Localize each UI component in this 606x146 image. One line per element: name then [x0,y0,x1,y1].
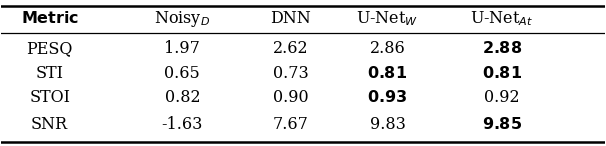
Text: 0.82: 0.82 [165,89,200,106]
Text: $\mathbf{0.81}$: $\mathbf{0.81}$ [367,65,407,81]
Text: U-Net$_W$: U-Net$_W$ [356,9,419,28]
Text: $\mathbf{9.85}$: $\mathbf{9.85}$ [482,116,522,133]
Text: Noisy$_D$: Noisy$_D$ [155,9,210,29]
Text: $\mathbf{0.93}$: $\mathbf{0.93}$ [367,89,408,106]
Text: 0.90: 0.90 [273,89,308,106]
Text: DNN: DNN [270,10,311,27]
Text: $\mathbf{0.81}$: $\mathbf{0.81}$ [482,65,522,81]
Text: STI: STI [36,65,64,81]
Text: 9.83: 9.83 [370,116,405,133]
Text: 1.97: 1.97 [164,40,201,57]
Text: SNR: SNR [31,116,68,133]
Text: U-Net$_{At}$: U-Net$_{At}$ [470,9,534,28]
Text: STOI: STOI [29,89,70,106]
Text: 7.67: 7.67 [273,116,309,133]
Text: 2.86: 2.86 [370,40,405,57]
Text: 0.73: 0.73 [273,65,309,81]
Text: -1.63: -1.63 [162,116,203,133]
Text: $\mathbf{Metric}$: $\mathbf{Metric}$ [21,10,79,27]
Text: PESQ: PESQ [27,40,73,57]
Text: 0.92: 0.92 [484,89,520,106]
Text: 2.62: 2.62 [273,40,308,57]
Text: $\mathbf{2.88}$: $\mathbf{2.88}$ [482,40,522,57]
Text: 0.65: 0.65 [164,65,200,81]
